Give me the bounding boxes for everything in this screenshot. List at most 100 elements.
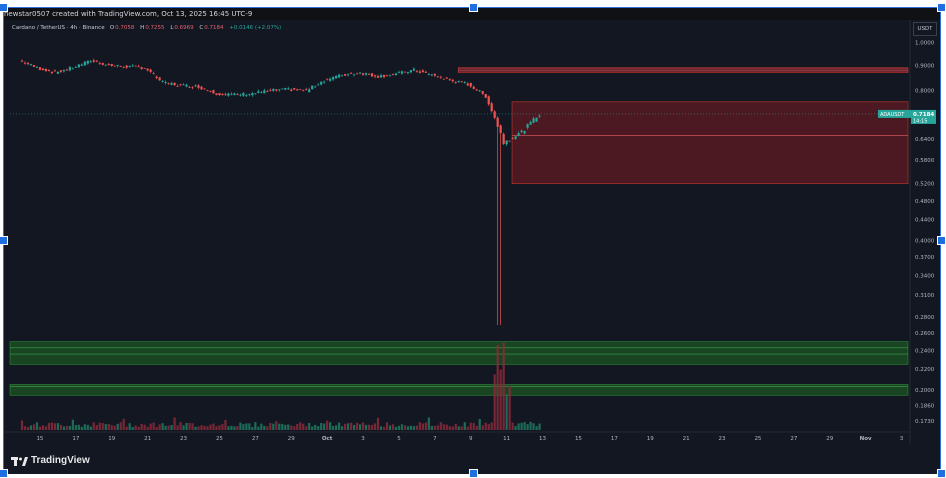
volume-bar [161, 423, 164, 430]
candle-body [119, 66, 122, 67]
volume-bar [397, 425, 401, 430]
candle-body [143, 68, 146, 69]
chart-area[interactable] [4, 20, 940, 444]
candle-body [122, 66, 125, 68]
resize-handle-top-right[interactable] [937, 3, 946, 12]
candle-body [314, 86, 317, 88]
candle-body [200, 86, 203, 90]
candle-body [523, 131, 526, 134]
candle-body [20, 60, 24, 62]
candle-body [287, 88, 290, 90]
resize-handle-right[interactable] [937, 236, 946, 245]
candle-body [317, 84, 320, 86]
volume-bar [122, 418, 125, 430]
volume-bar [86, 424, 89, 430]
y-tick-label: 0.2000 [915, 388, 935, 394]
x-tick-label: 11 [503, 436, 510, 442]
volume-bar [433, 425, 436, 430]
volume-bar [352, 424, 356, 430]
candle-body [125, 65, 128, 68]
volume-bar [152, 422, 155, 430]
volume-bar [490, 422, 493, 430]
x-tick-label: 25 [216, 436, 223, 442]
volume-bar [233, 426, 236, 430]
candle-body [424, 71, 427, 73]
candle-body [439, 76, 442, 78]
candle-body [146, 68, 149, 71]
candle-body [349, 73, 353, 74]
volume-bar [236, 426, 239, 430]
volume-bar [287, 424, 290, 430]
volume-bar [104, 424, 107, 430]
candle-body [29, 64, 33, 66]
price-tag-countdown: 14:15 [913, 118, 927, 124]
volume-bar [47, 422, 51, 430]
candle-body [463, 82, 466, 84]
volume-bar [158, 424, 161, 430]
volume-bar [364, 424, 368, 430]
candle-body [131, 65, 134, 67]
candle-body [32, 65, 36, 67]
candle-body [472, 86, 475, 89]
candle-body [50, 71, 54, 74]
y-tick-label: 0.1730 [915, 419, 935, 425]
y-tick-label: 0.2400 [915, 348, 935, 354]
candle-body [155, 76, 158, 79]
candle-body [344, 74, 347, 76]
candle-body [26, 63, 30, 65]
candle-body [373, 75, 377, 77]
candle-body [335, 76, 338, 79]
resize-handle-left[interactable] [0, 236, 8, 245]
volume-bar [23, 426, 27, 430]
y-tick-label: 0.9000 [915, 63, 935, 69]
volume-bar [212, 423, 215, 430]
volume-bar [511, 422, 514, 430]
candle-body [532, 118, 535, 123]
x-tick-label: 7 [433, 436, 437, 442]
candle-body [23, 62, 27, 64]
volume-bar [149, 423, 152, 430]
volume-bar [194, 426, 197, 430]
candle-body [466, 83, 469, 86]
volume-bar [176, 425, 179, 430]
volume-bar [463, 422, 466, 430]
candle-body [502, 133, 505, 144]
volume-bar [260, 423, 263, 430]
symbol-tag-label: ADAUSDT [880, 112, 905, 118]
volume-bar [41, 425, 45, 430]
x-tick-label: 19 [108, 436, 115, 442]
volume-bar [62, 426, 65, 430]
volume-bar [457, 426, 460, 430]
volume-bar [508, 386, 511, 430]
volume-bar [92, 422, 95, 430]
candle-body [469, 82, 472, 87]
resize-handle-top[interactable] [469, 3, 478, 12]
candle-body [529, 121, 532, 125]
low-label: L [170, 25, 174, 31]
x-tick-label: 9 [469, 436, 473, 442]
candle-body [478, 90, 481, 92]
candle-body [101, 63, 104, 65]
volume-bar [266, 426, 269, 430]
volume-bar [65, 425, 68, 430]
candle-body [508, 140, 511, 142]
volume-bar [218, 425, 221, 430]
volume-bar [499, 369, 502, 430]
candle-body [47, 69, 51, 72]
candle-body [341, 75, 344, 77]
volume-bar [29, 425, 33, 430]
volume-bar [53, 423, 57, 430]
resize-handle-top-left[interactable] [0, 3, 8, 12]
currency-button[interactable]: USDT [913, 22, 937, 36]
candle-body [179, 84, 182, 86]
volume-bar [242, 424, 245, 430]
attribution-text: newstar0507 created with TradingView.com… [4, 10, 253, 18]
volume-bar [155, 426, 158, 430]
volume-bar [394, 426, 398, 430]
volume-bar [98, 422, 101, 430]
volume-bar [403, 425, 407, 430]
candle-body [86, 60, 89, 64]
candle-body [355, 73, 359, 75]
candle-body [302, 90, 305, 92]
